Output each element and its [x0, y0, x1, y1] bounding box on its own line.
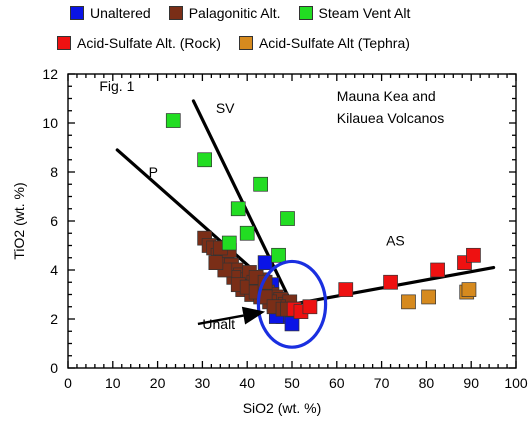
point-acid-sulfate-alt-tephra	[421, 289, 436, 305]
legend-label-unaltered: Unaltered	[90, 5, 151, 21]
point-acid-sulfate-alt-tephra	[401, 294, 416, 310]
annotation-label: Unalt	[202, 316, 235, 332]
legend-item-acid-sulfate-tephra: Acid-Sulfate Alt (Tephra)	[238, 35, 410, 51]
point-palagonitic-alt	[208, 255, 224, 270]
point-acid-sulfate-alt-tephra	[461, 282, 477, 297]
x-tick-label: 0	[64, 375, 72, 391]
legend-label-acid-sulfate-rock: Acid-Sulfate Alt. (Rock)	[77, 35, 221, 51]
point-steam-vent-alt	[221, 235, 237, 251]
annotation-label: Kilauea Volcanos	[337, 110, 444, 126]
point-acid-sulfate-alt-rock	[430, 262, 445, 278]
y-tick-label: 12	[42, 66, 58, 82]
point-steam-vent-alt	[165, 113, 181, 128]
legend-label-steam-vent: Steam Vent Alt	[318, 5, 411, 21]
legend-item-acid-sulfate-rock: Acid-Sulfate Alt. (Rock)	[57, 35, 221, 51]
legend-swatch-unaltered	[70, 6, 84, 20]
legend-label-palagonitic: Palagonitic Alt.	[188, 5, 281, 21]
y-tick-label: 0	[50, 360, 58, 376]
y-tick-label: 4	[50, 262, 58, 278]
legend-swatch-acid-sulfate-rock	[57, 36, 71, 50]
annotation-label: AS	[386, 233, 405, 249]
point-acid-sulfate-alt-rock	[383, 274, 398, 290]
y-tick-label: 10	[42, 115, 58, 131]
axis-ticks	[67, 73, 517, 369]
legend-swatch-palagonitic	[168, 6, 183, 20]
y-tick-label: 8	[50, 164, 58, 180]
point-steam-vent-alt	[253, 176, 268, 192]
x-axis-title: SiO2 (wt. %)	[243, 400, 322, 416]
point-acid-sulfate-alt-rock	[338, 282, 354, 297]
x-tick-label: 70	[374, 375, 390, 391]
legend-item-unaltered: Unaltered	[70, 5, 151, 21]
x-tick-label: 90	[463, 375, 479, 391]
point-steam-vent-alt	[280, 211, 295, 226]
x-tick-label: 10	[105, 375, 121, 391]
annotation-overlay	[197, 259, 328, 349]
annotation-label: Mauna Kea and	[337, 88, 436, 104]
y-tick-label: 2	[50, 311, 58, 327]
legend-swatch-acid-sulfate-tephra	[238, 36, 253, 50]
point-steam-vent-alt	[230, 201, 246, 217]
arrow-shaft	[197, 314, 244, 326]
point-steam-vent-alt	[197, 152, 212, 168]
legend-item-steam-vent: Steam Vent Alt	[298, 5, 411, 21]
x-tick-label: 100	[504, 375, 528, 391]
chart-labels: 0 10 20 30 40 50 60 70 80 90 100 0 2 4 6 8 10 12 SiO2 (wt.…	[11, 66, 528, 416]
annotation-label: SV	[216, 100, 235, 116]
y-tick-label: 6	[50, 213, 58, 229]
annotation-label: Fig. 1	[99, 78, 134, 94]
point-unaltered	[284, 316, 300, 332]
x-tick-label: 40	[239, 375, 255, 391]
y-axis-title: TiO2 (wt. %)	[11, 182, 27, 259]
x-tick-label: 60	[329, 375, 345, 391]
arrow-head	[241, 306, 266, 325]
x-tick-label: 50	[284, 375, 300, 391]
legend-row-2: Acid-Sulfate Alt. (Rock) Acid-Sulfate Al…	[57, 35, 428, 51]
legend-label-acid-sulfate-tephra: Acid-Sulfate Alt (Tephra)	[258, 35, 410, 51]
legend-item-palagonitic: Palagonitic Alt.	[168, 5, 281, 21]
point-steam-vent-alt	[239, 225, 255, 241]
legend-row-1: Unaltered Palagonitic Alt. Steam Vent Al…	[70, 5, 428, 21]
point-acid-sulfate-alt-rock	[466, 247, 481, 263]
x-tick-label: 30	[195, 375, 211, 391]
annotation-label: P	[149, 164, 158, 180]
point-unaltered	[257, 255, 273, 270]
x-tick-label: 20	[150, 375, 166, 391]
point-acid-sulfate-alt-rock	[302, 299, 318, 315]
highlight-circle	[256, 259, 328, 349]
legend-swatch-steam-vent	[298, 6, 313, 20]
x-tick-label: 80	[419, 375, 435, 391]
point-steam-vent-alt	[271, 247, 286, 263]
